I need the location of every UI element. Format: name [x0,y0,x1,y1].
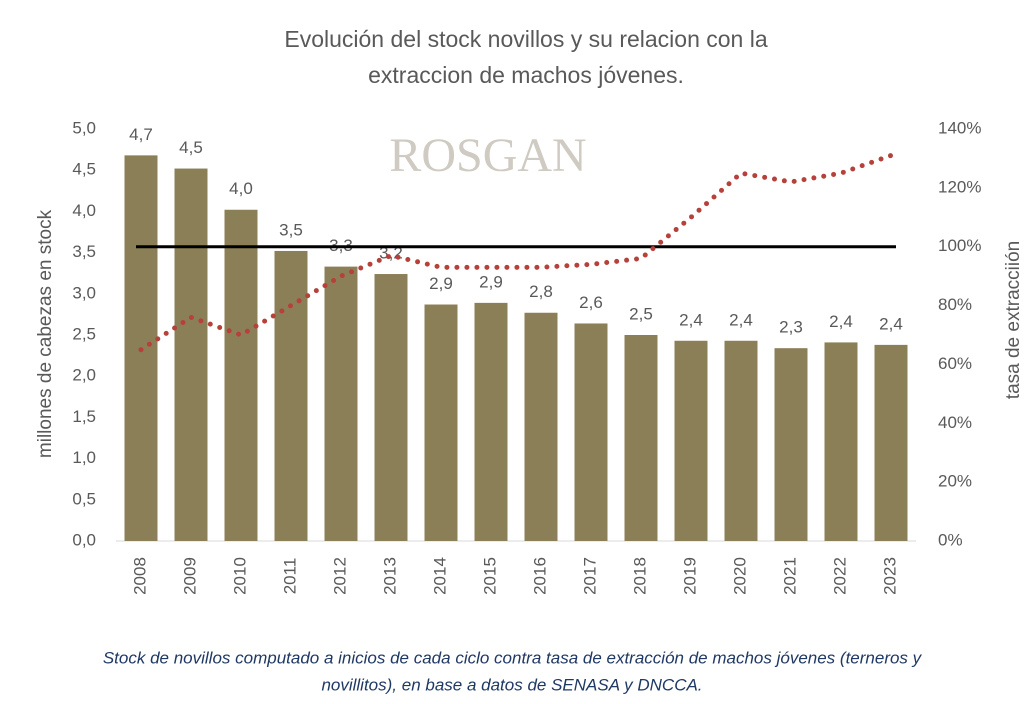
y-tick-label: 4,0 [72,201,96,220]
data-label: 2,4 [829,312,853,331]
y2-tick-label: 140% [938,118,981,137]
data-label: 3,5 [279,220,303,239]
y-tick-label: 1,0 [72,448,96,467]
x-tick-label: 2016 [530,557,549,595]
bar [724,340,758,541]
bar [574,323,608,541]
bar [374,274,408,541]
bar [424,304,458,541]
y2-tick-label: 100% [938,236,981,255]
y-tick-label: 4,5 [72,160,96,179]
caption: Stock de novillos computado a inicios de… [103,648,923,667]
y2-tick-label: 0% [938,530,963,549]
data-label: 2,3 [779,318,803,337]
data-label: 2,4 [879,314,903,333]
data-label: 4,0 [229,179,253,198]
x-tick-label: 2015 [480,557,499,595]
bar [224,209,258,541]
bar [174,168,208,541]
y-tick-label: 0,0 [72,530,96,549]
y2-tick-label: 120% [938,177,981,196]
data-label: 2,9 [429,274,453,293]
bar [324,266,358,541]
y2-tick-label: 60% [938,354,972,373]
line-series [138,152,894,353]
data-label: 4,5 [179,138,203,157]
data-label: 2,6 [579,293,603,312]
bar [624,335,658,541]
chart-title: Evolución del stock novillos y su relaci… [284,26,767,52]
watermark: ROSGAN [389,129,586,182]
x-tick-label: 2011 [280,558,299,595]
data-label: 2,4 [729,310,753,329]
x-tick-label: 2022 [830,557,849,595]
bar [674,340,708,541]
x-tick-label: 2019 [680,557,699,595]
bar [774,348,808,541]
data-label: 2,8 [529,282,553,301]
x-tick-label: 2017 [580,557,599,595]
x-tick-label: 2013 [380,557,399,595]
x-tick-label: 2021 [780,557,799,595]
data-label: 2,5 [629,304,653,323]
x-tick-label: 2010 [230,557,249,595]
bar [524,312,558,541]
chart-title: extraccion de machos jóvenes. [368,62,684,88]
y-tick-label: 1,5 [72,407,96,426]
y-tick-label: 3,5 [72,242,96,261]
bar [824,342,858,541]
caption: novillitos), en base a datos de SENASA y… [321,675,702,694]
x-tick-label: 2020 [730,557,749,595]
y-tick-label: 5,0 [72,118,96,137]
y2-tick-label: 80% [938,295,972,314]
x-tick-label: 2018 [630,557,649,595]
y-axis-label: millones de cabezas en stock [35,209,56,458]
data-label: 2,4 [679,310,703,329]
y2-axis-label: tasa de extracciión [1003,241,1024,399]
data-label: 2,9 [479,272,503,291]
x-tick-label: 2014 [430,557,449,595]
y-tick-label: 0,5 [72,489,96,508]
y-tick-label: 2,0 [72,366,96,385]
y-tick-label: 2,5 [72,324,96,343]
x-tick-label: 2008 [130,557,149,595]
x-tick-label: 2023 [880,557,899,595]
x-tick-label: 2009 [180,557,199,595]
bar [874,344,908,541]
y2-tick-label: 40% [938,413,972,432]
y-tick-label: 3,0 [72,283,96,302]
x-tick-label: 2012 [330,557,349,595]
data-label: 4,7 [129,125,153,144]
y2-tick-label: 20% [938,472,972,491]
bar [274,250,308,541]
bar [474,302,508,541]
